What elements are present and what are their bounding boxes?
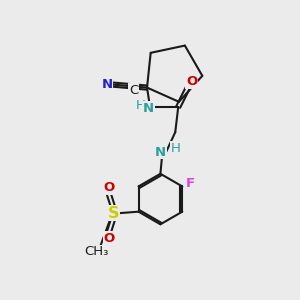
- Text: F: F: [186, 177, 195, 190]
- Text: O: O: [103, 182, 114, 194]
- Text: O: O: [103, 232, 114, 245]
- Text: H: H: [136, 99, 146, 112]
- Text: S: S: [107, 206, 119, 221]
- Text: O: O: [186, 75, 197, 88]
- Text: N: N: [143, 102, 154, 115]
- Text: CH₃: CH₃: [85, 245, 109, 258]
- Text: N: N: [155, 146, 166, 159]
- Text: C: C: [129, 84, 138, 97]
- Text: N: N: [101, 78, 112, 91]
- Text: H: H: [170, 142, 180, 155]
